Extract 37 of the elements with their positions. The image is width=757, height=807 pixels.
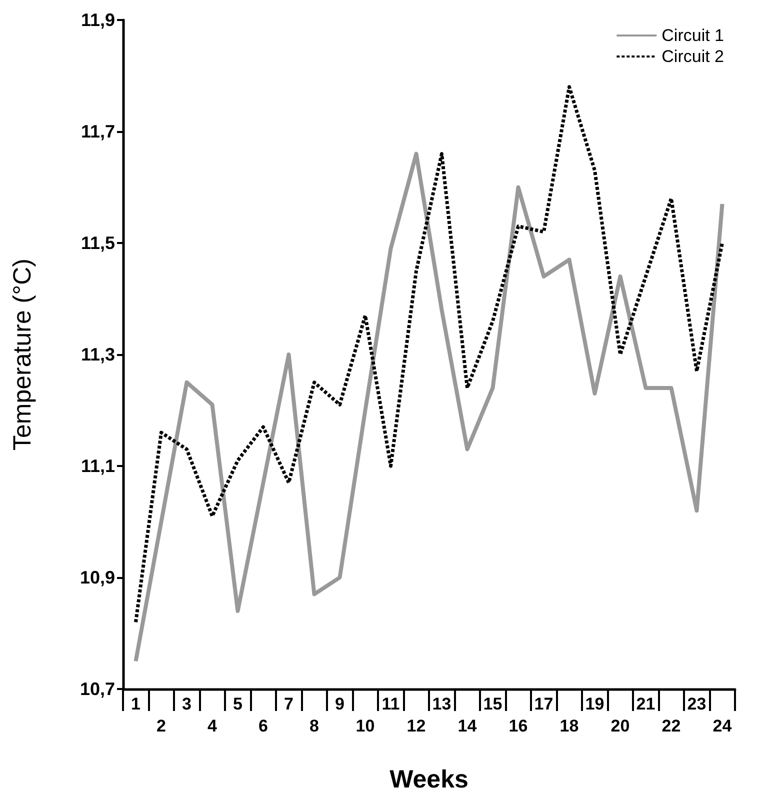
x-tick-label: 4 xyxy=(208,716,218,736)
x-tick-label: 15 xyxy=(483,694,502,714)
legend-label: Circuit 2 xyxy=(662,47,724,66)
x-tick-label: 14 xyxy=(458,716,478,736)
line-series xyxy=(134,152,724,664)
y-tick-label: 11,7 xyxy=(80,122,115,142)
x-tick-label: 8 xyxy=(310,716,319,736)
x-tick-label: 24 xyxy=(712,716,732,736)
y-tick-label: 11,3 xyxy=(80,344,115,364)
x-tick-label: 6 xyxy=(258,716,268,736)
y-tick-label: 11,1 xyxy=(80,456,115,476)
x-tick-label: 16 xyxy=(508,716,528,736)
y-tick-label: 11,9 xyxy=(80,10,115,30)
x-tick-label: 13 xyxy=(432,694,452,714)
legend-label: Circuit 1 xyxy=(662,26,724,45)
x-tick-label: 12 xyxy=(406,716,426,736)
y-tick-label: 11,5 xyxy=(80,233,115,253)
x-tick-label: 17 xyxy=(534,694,554,714)
x-tick-label: 10 xyxy=(356,716,375,736)
x-tick-label: 7 xyxy=(284,694,294,714)
y-axis-title: Temperature (°C) xyxy=(8,258,36,450)
x-tick-label: 3 xyxy=(182,694,192,714)
x-tick-label: 9 xyxy=(335,694,344,714)
x-tick-label: 2 xyxy=(156,716,166,736)
x-tick-label: 11 xyxy=(382,694,400,714)
x-axis-title: Weeks xyxy=(390,766,468,794)
y-tick-label: 10,9 xyxy=(80,568,115,588)
x-tick-label: 22 xyxy=(662,716,681,736)
x-tick-label: 21 xyxy=(636,694,656,714)
x-tick-label: 1 xyxy=(131,694,140,714)
x-tick-label: 23 xyxy=(687,694,706,714)
x-tick-label: 5 xyxy=(233,694,242,714)
x-tick-label: 18 xyxy=(560,716,579,736)
x-tick-label: 20 xyxy=(610,716,630,736)
x-tick-label: 19 xyxy=(585,694,604,714)
y-tick-label: 10,7 xyxy=(80,679,115,699)
line-series xyxy=(134,85,724,624)
